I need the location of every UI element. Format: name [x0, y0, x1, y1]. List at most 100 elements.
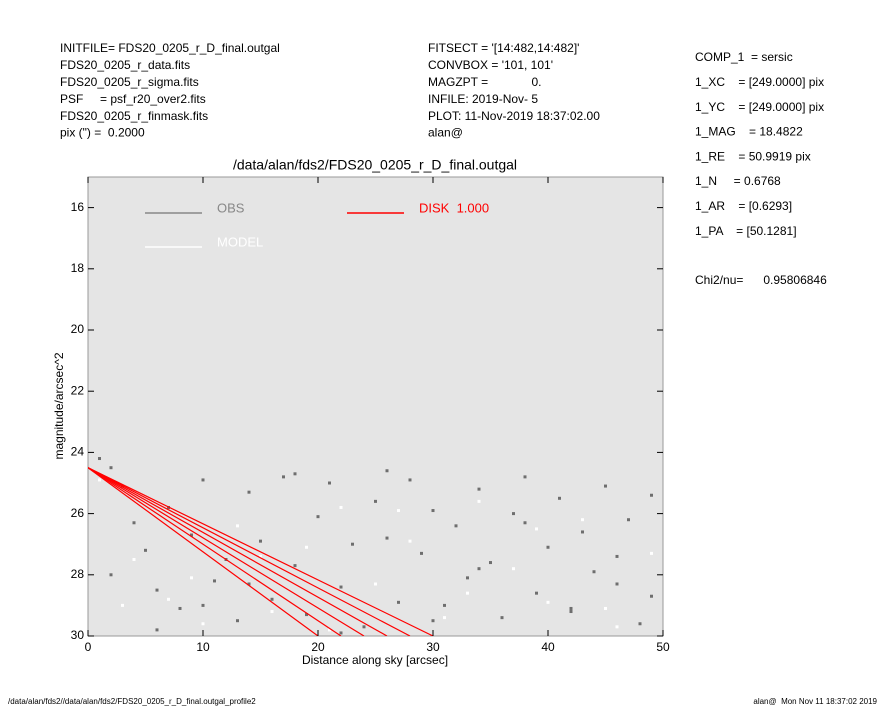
data-point — [339, 631, 343, 635]
header-right-line: 1_YC = [249.0000] pix — [695, 100, 824, 114]
data-point — [431, 619, 435, 623]
plot-area — [87, 176, 664, 637]
x-tick-label: 30 — [426, 640, 440, 654]
plot-marks — [88, 457, 653, 636]
data-point — [500, 616, 504, 620]
y-tick-label: 26 — [71, 506, 85, 520]
header-middle-line: INFILE: 2019-Nov- 5 — [428, 92, 538, 106]
header-left-line: FDS20_0205_r_data.fits — [60, 58, 190, 72]
model-curve — [88, 467, 319, 636]
header-left-line: PSF = psf_r20_over2.fits — [60, 92, 206, 106]
data-point — [190, 533, 193, 537]
data-point — [443, 603, 446, 607]
data-point — [443, 616, 446, 620]
header-middle-line: alan@ — [428, 126, 463, 140]
footer-right: alan@ Mon Nov 11 18:37:02 2019 — [753, 697, 877, 706]
header-right-line: COMP_1 = sersic — [695, 50, 793, 64]
data-point — [546, 600, 550, 604]
data-point — [328, 481, 331, 485]
data-point — [109, 573, 113, 577]
legend-label: MODEL — [217, 234, 263, 249]
data-point — [420, 551, 423, 555]
legend-label: DISK 1.000 — [419, 200, 489, 215]
chi2: Chi2/nu= 0.95806846 — [695, 273, 827, 287]
data-point — [339, 585, 343, 589]
y-tick-label: 22 — [71, 383, 85, 397]
x-tick-label: 10 — [196, 640, 210, 654]
data-point — [650, 594, 653, 598]
data-point — [397, 600, 400, 604]
data-point — [615, 625, 619, 629]
data-point — [627, 518, 630, 522]
header-right-line: 1_PA = [50.1281] — [695, 224, 797, 238]
x-tick-label: 0 — [85, 640, 92, 654]
data-point — [316, 515, 320, 519]
data-point — [328, 628, 331, 632]
header-left-line: FDS20_0205_r_sigma.fits — [60, 75, 199, 89]
data-point — [512, 567, 515, 571]
data-point — [270, 597, 274, 601]
data-point — [190, 576, 193, 580]
header-right-line: 1_RE = 50.9919 pix — [695, 149, 811, 163]
model-curve — [88, 467, 388, 636]
header-middle-line: PLOT: 11-Nov-2019 18:37:02.00 — [428, 109, 600, 123]
header-right-line: 1_AR = [0.6293] — [695, 199, 792, 213]
data-point — [385, 469, 389, 473]
data-point — [523, 521, 527, 525]
data-point — [477, 499, 481, 503]
chart-title: /data/alan/fds2/FDS20_0205_r_D_final.out… — [233, 157, 517, 173]
data-point — [477, 487, 481, 491]
data-point — [615, 554, 619, 558]
data-point — [569, 606, 573, 610]
data-point — [98, 478, 101, 482]
header-middle-line: MAGZPT = 0. — [428, 75, 541, 89]
data-point — [201, 478, 205, 482]
data-point — [259, 539, 262, 543]
data-point — [132, 521, 136, 525]
data-point — [650, 551, 653, 555]
data-point — [351, 542, 354, 546]
data-point — [362, 625, 366, 629]
data-point — [569, 610, 573, 614]
data-point — [650, 493, 653, 497]
data-point — [408, 478, 412, 482]
y-tick-label: 28 — [71, 567, 85, 581]
data-point — [213, 579, 216, 583]
header-middle-line: CONVBOX = '101, 101' — [428, 58, 553, 72]
y-tick-label: 30 — [71, 628, 85, 642]
header-left-line: INITFILE= FDS20_0205_r_D_final.outgal — [60, 41, 280, 55]
footer-left: /data/alan/fds2//data/alan/fds2/FDS20_02… — [8, 697, 256, 706]
data-point — [155, 588, 159, 592]
data-point — [201, 622, 205, 626]
data-point — [109, 466, 113, 470]
model-curve — [88, 467, 342, 636]
data-point — [293, 564, 297, 568]
data-point — [604, 606, 607, 610]
header-middle-line: FITSECT = '[14:482,14:482]' — [428, 41, 579, 55]
y-tick-label: 16 — [71, 200, 85, 214]
y-axis-label: magnitude/arcsec^2 — [52, 352, 66, 459]
data-point — [512, 512, 515, 516]
header-left-line: FDS20_0205_r_finmask.fits — [60, 109, 208, 123]
data-point — [305, 545, 308, 549]
data-point — [178, 606, 182, 610]
data-point — [98, 457, 101, 461]
header-right-line: 1_N = 0.6768 — [695, 174, 781, 188]
y-tick-label: 20 — [71, 322, 85, 336]
data-point — [374, 499, 377, 503]
data-point — [454, 524, 458, 528]
legend-label: OBS — [217, 200, 245, 215]
data-point — [466, 576, 469, 580]
data-point — [615, 582, 619, 586]
data-point — [581, 518, 584, 522]
data-point — [374, 582, 377, 586]
data-point — [523, 475, 527, 479]
model-curve — [88, 467, 434, 636]
data-point — [155, 628, 159, 632]
model-curve — [88, 467, 411, 636]
data-point — [201, 603, 205, 607]
header-right-line: 1_XC = [249.0000] pix — [695, 75, 824, 89]
data-point — [167, 597, 170, 601]
x-tick-label: 20 — [311, 640, 325, 654]
data-point — [144, 548, 147, 552]
